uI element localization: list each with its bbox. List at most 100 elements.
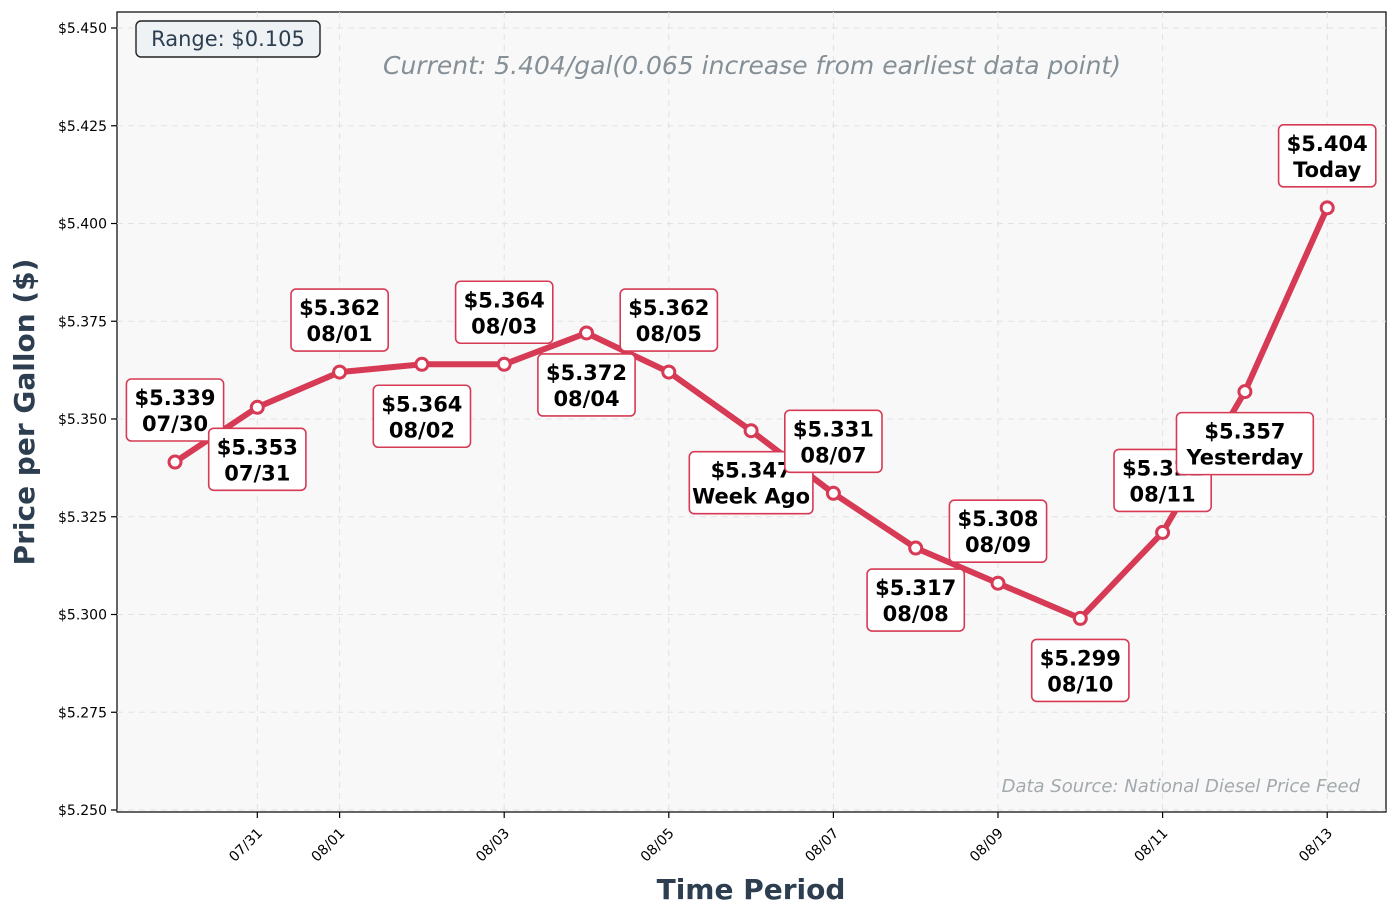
data-label-value: $5.362 <box>299 296 380 320</box>
data-point <box>908 540 924 556</box>
y-tick-label: $5.350 <box>58 412 107 428</box>
data-point <box>414 356 430 372</box>
data-label-value: $5.357 <box>1204 420 1285 444</box>
data-label-box <box>1030 638 1130 703</box>
y-tick-label: $5.450 <box>58 21 107 37</box>
data-label-box <box>688 450 814 515</box>
current-price-annotation: Current: 5.404/gal(0.065 increase from e… <box>383 51 1121 80</box>
data-label-period: Week Ago <box>692 485 810 509</box>
data-point <box>249 399 265 415</box>
data-point <box>825 485 841 501</box>
data-label-value: $5.362 <box>628 296 709 320</box>
data-point <box>579 325 594 341</box>
data-point <box>661 364 677 380</box>
y-tick-label: $5.425 <box>58 119 107 135</box>
data-label-box <box>537 353 636 417</box>
data-labels: $5.33907/30$5.35307/31$5.36208/01$5.3640… <box>125 124 1377 703</box>
data-label-box <box>783 409 883 474</box>
data-label-box <box>1175 411 1315 476</box>
data-label-box <box>619 288 719 352</box>
y-tick-label: $5.300 <box>58 608 107 624</box>
x-tick-label: 08/01 <box>309 826 349 866</box>
y-tick-label: $5.250 <box>58 803 107 819</box>
x-tick-label: 08/11 <box>1132 826 1172 866</box>
x-tick-label: 08/03 <box>473 826 513 866</box>
data-label-period: 08/11 <box>1130 482 1196 506</box>
plot-background <box>116 11 1387 813</box>
data-point <box>1072 610 1088 626</box>
data-label-box <box>1277 124 1377 188</box>
y-tick-label: $5.400 <box>58 217 107 233</box>
x-tick-label: 08/05 <box>638 826 678 866</box>
data-point <box>1319 200 1335 216</box>
x-tick-label: 07/31 <box>226 826 266 866</box>
data-point <box>990 575 1006 591</box>
y-tick-label: $5.325 <box>58 510 107 526</box>
data-label-value: $5.372 <box>546 361 627 385</box>
data-label-box <box>290 288 389 352</box>
y-axis-title: Price per Gallon ($) <box>8 259 41 566</box>
x-tick-label: 08/09 <box>967 826 1007 866</box>
range-box <box>135 20 321 58</box>
data-label-period: 08/04 <box>553 387 619 411</box>
data-label-period: Today <box>1293 158 1362 182</box>
y-tick-label: $5.275 <box>58 705 107 721</box>
data-label-value: $5.331 <box>793 417 874 441</box>
data-label-box <box>125 378 225 442</box>
data-label-value: $5.317 <box>875 576 956 600</box>
range-text: Range: $0.105 <box>151 27 305 51</box>
data-label-period: 07/30 <box>142 412 208 436</box>
data-label-value: $5.364 <box>381 392 462 416</box>
x-tick-label: 08/13 <box>1296 826 1336 866</box>
data-point <box>496 356 512 372</box>
data-label-box <box>207 427 307 492</box>
x-tick-label: 08/07 <box>802 826 842 866</box>
data-label-period: 08/03 <box>471 314 537 338</box>
x-axis-title: Time Period <box>657 873 846 906</box>
data-point <box>743 423 759 439</box>
data-label-period: 08/08 <box>883 602 949 626</box>
data-label-period: 07/31 <box>224 461 290 485</box>
x-axis-ticks: 07/31 08/01 08/03 08/05 08/07 08/09 08/11 08/13 <box>226 812 1336 865</box>
data-source-note: Data Source: National Diesel Price Feed <box>1002 776 1361 797</box>
data-label-value: $5.339 <box>134 386 215 410</box>
data-label-box <box>948 499 1048 564</box>
range-annotation: Range: $0.105 <box>135 20 321 58</box>
data-label-period: 08/09 <box>965 533 1031 557</box>
data-label-period: 08/02 <box>389 418 455 442</box>
data-label-box <box>372 384 472 449</box>
data-point <box>1155 524 1171 540</box>
data-label-box <box>866 568 966 632</box>
data-label-box <box>454 280 554 345</box>
data-label-period: 08/10 <box>1047 672 1113 696</box>
data-label-period: 08/01 <box>307 322 373 346</box>
data-label-period: 08/05 <box>636 322 702 346</box>
data-point <box>332 364 348 380</box>
data-point <box>1237 384 1253 400</box>
y-tick-label: $5.375 <box>58 314 107 330</box>
data-label-value: $5.347 <box>711 459 792 483</box>
data-label-value: $5.353 <box>217 435 298 459</box>
data-points <box>167 200 1335 626</box>
data-label-period: Yesterday <box>1185 446 1303 470</box>
data-label-value: $5.299 <box>1040 646 1121 670</box>
data-label-value: $5.308 <box>957 507 1038 531</box>
data-point <box>167 454 183 470</box>
data-label-period: 08/07 <box>800 443 866 467</box>
data-label-value: $5.364 <box>464 288 545 312</box>
y-axis-ticks: $5.250 $5.275 $5.300 $5.325 $5.350 $5.375 $5.4… <box>58 21 117 819</box>
